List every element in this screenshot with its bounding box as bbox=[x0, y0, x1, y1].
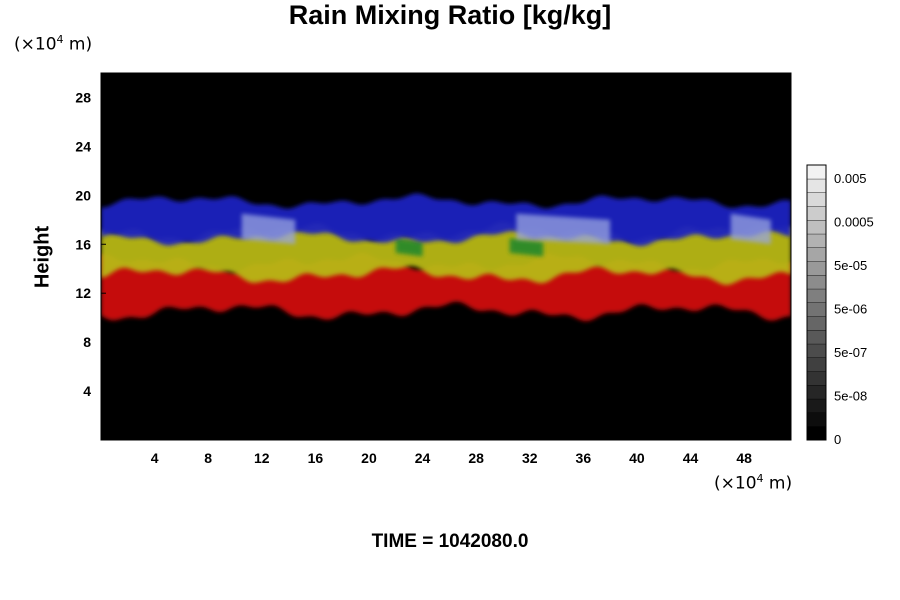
colorbar-swatch bbox=[806, 288, 827, 304]
colorbar-label: 0.005 bbox=[834, 171, 867, 186]
colorbar-swatch bbox=[806, 192, 827, 207]
plot-frame bbox=[100, 72, 792, 441]
colorbar-swatch bbox=[806, 178, 827, 194]
colorbar: 0.005 0.0005 5e-05 5e-06 5e-07 5e-08 0 bbox=[806, 164, 874, 447]
colorbar-label: 5e-05 bbox=[834, 258, 867, 273]
chart-title: Rain Mixing Ratio [kg/kg] bbox=[288, 0, 612, 30]
colorbar-swatch bbox=[806, 329, 827, 345]
colorbar-label: 5e-06 bbox=[834, 302, 867, 317]
x-tick-label: 28 bbox=[468, 450, 484, 466]
colorbar-swatch bbox=[806, 371, 827, 386]
y-axis-unit: (×104 m) bbox=[14, 33, 93, 55]
colorbar-swatch bbox=[806, 274, 827, 290]
y-tick-label: 16 bbox=[75, 236, 91, 252]
colorbar-label: 5e-07 bbox=[834, 345, 867, 360]
colorbar-swatch bbox=[806, 426, 827, 441]
colorbar-swatch bbox=[806, 302, 827, 317]
y-tick-label: 8 bbox=[83, 334, 91, 350]
colorbar-swatch bbox=[806, 206, 827, 221]
colorbar-swatch bbox=[806, 384, 827, 400]
colorbar-swatch bbox=[806, 164, 827, 180]
x-tick-label: 44 bbox=[683, 450, 699, 466]
y-tick-label: 20 bbox=[75, 187, 91, 203]
colorbar-frame bbox=[806, 164, 827, 441]
colorbar-swatch bbox=[806, 233, 827, 249]
colorbar-swatch bbox=[806, 316, 827, 331]
colorbar-label: 0.0005 bbox=[834, 215, 874, 230]
y-tick-label: 4 bbox=[83, 383, 91, 399]
x-tick-label: 12 bbox=[254, 450, 270, 466]
x-tick-label: 8 bbox=[204, 450, 212, 466]
y-tick-label: 28 bbox=[75, 89, 91, 105]
y-tick-label: 24 bbox=[75, 138, 91, 154]
y-tick-label: 12 bbox=[75, 285, 91, 301]
colorbar-swatch bbox=[806, 357, 827, 372]
x-tick-label: 36 bbox=[576, 450, 592, 466]
colorbar-swatch bbox=[806, 261, 827, 276]
layer-green bbox=[395, 238, 544, 257]
x-tick-label: 24 bbox=[415, 450, 431, 466]
colorbar-swatch bbox=[806, 343, 827, 359]
x-tick-label: 16 bbox=[308, 450, 324, 466]
x-tick-label: 48 bbox=[736, 450, 752, 466]
colorbar-label: 5e-08 bbox=[834, 389, 867, 404]
x-tick-label: 32 bbox=[522, 450, 538, 466]
time-label: TIME = 1042080.0 bbox=[371, 531, 529, 552]
colorbar-swatch bbox=[806, 247, 827, 262]
colorbar-swatch bbox=[806, 412, 827, 427]
colorbar-swatch bbox=[806, 398, 827, 414]
layer-light-blue bbox=[241, 213, 771, 245]
x-axis-unit: (×104 m) bbox=[714, 472, 793, 494]
x-tick-label: 40 bbox=[629, 450, 645, 466]
x-tick-label: 20 bbox=[361, 450, 377, 466]
x-tick-label: 4 bbox=[151, 450, 159, 466]
colorbar-swatch bbox=[806, 219, 827, 235]
plot-area bbox=[101, 73, 791, 440]
colorbar-label: 0 bbox=[834, 432, 841, 447]
